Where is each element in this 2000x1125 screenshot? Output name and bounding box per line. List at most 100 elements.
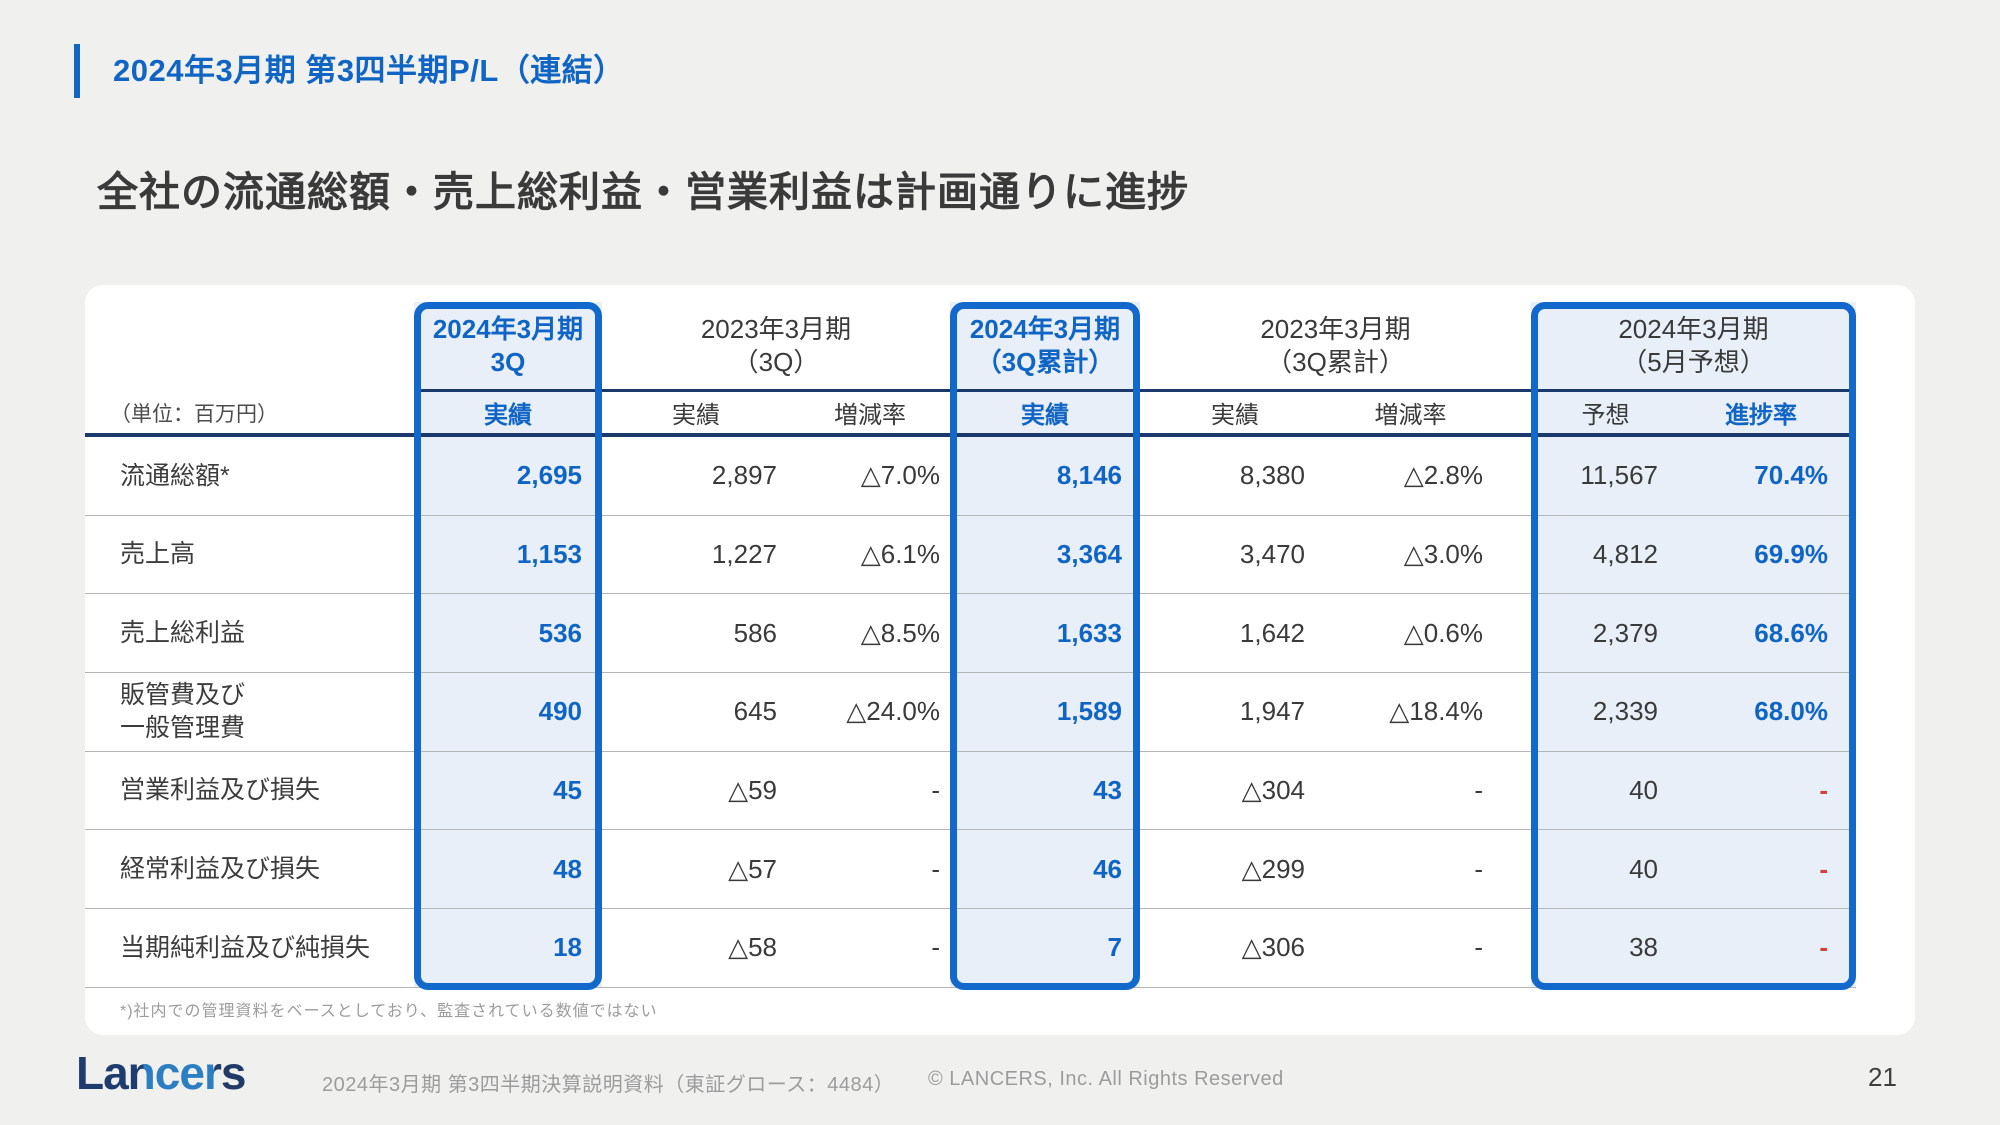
header-period-row: 2024年3月期 3Q 2023年3月期 （3Q） 2024年3月期 （3Q累計… xyxy=(85,302,1915,392)
header-spacer xyxy=(85,302,414,392)
subheader-progress: 進捗率 xyxy=(1706,392,1856,437)
row-label: 販管費及び 一般管理費 xyxy=(85,673,414,752)
col-header-fy2023-cum: 2023年3月期 （3Q累計） xyxy=(1140,302,1531,392)
cell-q3-actual: 536 xyxy=(414,594,602,674)
unit-label: （単位：百万円） xyxy=(85,392,414,437)
cell-progress: 69.9% xyxy=(1706,515,1856,595)
cell-forecast: 11,567 xyxy=(1531,437,1706,516)
cell-py3-rate: △24.0% xyxy=(790,673,950,752)
cell-forecast: 40 xyxy=(1531,830,1706,910)
row-label: 当期純利益及び純損失 xyxy=(85,909,414,988)
cell-pycum-rate: - xyxy=(1330,909,1531,988)
cell-q3-actual: 18 xyxy=(414,909,602,988)
cell-pycum-rate: - xyxy=(1330,830,1531,910)
header-sub-row: （単位：百万円） 実績 実績 増減率 実績 実績 増減率 予想 進捗率 xyxy=(85,392,1915,437)
cell-py3-actual: 1,227 xyxy=(602,516,790,595)
cell-cum-actual: 8,146 xyxy=(950,437,1140,516)
row-label: 売上総利益 xyxy=(85,594,414,674)
table-row: 営業利益及び損失 45 △59 - 43 △304 - 40 - xyxy=(85,751,1915,831)
table-row: 経常利益及び損失 48 △57 - 46 △299 - 40 - xyxy=(85,830,1915,910)
cell-progress: - xyxy=(1706,830,1856,910)
cell-py3-actual: △59 xyxy=(602,752,790,831)
row-right-spacer xyxy=(1856,830,1915,909)
cell-progress: - xyxy=(1706,751,1856,831)
cell-py3-actual: 586 xyxy=(602,594,790,674)
footnote: *)社内での管理資料をベースとしており、監査されている数値ではない xyxy=(120,1003,658,1020)
cell-pycum-actual: 3,470 xyxy=(1140,516,1330,595)
cell-py3-rate: - xyxy=(790,830,950,910)
headline: 全社の流通総額・売上総利益・営業利益は計画通りに進捗 xyxy=(97,169,1189,215)
table-row: 当期純利益及び純損失 18 △58 - 7 △306 - 38 - xyxy=(85,909,1915,988)
col-header-fy2024-3q: 2024年3月期 3Q xyxy=(414,302,602,392)
cell-py3-rate: △7.0% xyxy=(790,437,950,516)
subheader-q3-actual: 実績 xyxy=(414,392,602,437)
row-label: 経常利益及び損失 xyxy=(85,830,414,910)
cell-pycum-rate: △0.6% xyxy=(1330,594,1531,674)
pl-table-card: 2024年3月期 3Q 2023年3月期 （3Q） 2024年3月期 （3Q累計… xyxy=(85,285,1915,1035)
cell-cum-actual: 7 xyxy=(950,909,1140,988)
header-right-spacer xyxy=(1856,392,1915,437)
cell-cum-actual: 3,364 xyxy=(950,515,1140,595)
table-row: 売上高 1,153 1,227 △6.1% 3,364 3,470 △3.0% … xyxy=(85,515,1915,595)
footer-document-title: 2024年3月期 第3四半期決算説明資料（東証グロース：4484） xyxy=(322,1074,895,1096)
row-label: 売上高 xyxy=(85,516,414,595)
page-number: 21 xyxy=(1868,1062,1897,1092)
row-right-spacer xyxy=(1856,673,1915,752)
row-right-spacer xyxy=(1856,516,1915,595)
cell-py3-actual: △58 xyxy=(602,909,790,988)
cell-forecast: 2,379 xyxy=(1531,594,1706,674)
row-right-spacer xyxy=(1856,437,1915,516)
lancers-logo: Lancers xyxy=(76,1047,246,1099)
cell-cum-actual: 43 xyxy=(950,751,1140,831)
cell-py3-rate: - xyxy=(790,752,950,831)
cell-cum-actual: 1,633 xyxy=(950,594,1140,674)
cell-progress: 68.6% xyxy=(1706,594,1856,674)
cell-q3-actual: 45 xyxy=(414,751,602,831)
cell-pycum-actual: △299 xyxy=(1140,830,1330,910)
cell-forecast: 38 xyxy=(1531,909,1706,988)
col-header-fy2024-forecast: 2024年3月期 （5月予想） xyxy=(1531,302,1856,392)
row-label: 流通総額* xyxy=(85,437,414,516)
cell-pycum-actual: △306 xyxy=(1140,909,1330,988)
table-row: 流通総額* 2,695 2,897 △7.0% 8,146 8,380 △2.8… xyxy=(85,437,1915,516)
cell-q3-actual: 2,695 xyxy=(414,437,602,516)
cell-forecast: 40 xyxy=(1531,751,1706,831)
row-right-spacer xyxy=(1856,909,1915,988)
row-label: 営業利益及び損失 xyxy=(85,752,414,831)
header-right-spacer xyxy=(1856,302,1915,392)
cell-pycum-rate: △2.8% xyxy=(1330,437,1531,516)
cell-pycum-actual: 1,947 xyxy=(1140,673,1330,752)
footer-copyright: © LANCERS, Inc. All Rights Reserved xyxy=(928,1068,1284,1090)
title-accent-bar xyxy=(74,44,80,98)
table-row: 売上総利益 536 586 △8.5% 1,633 1,642 △0.6% 2,… xyxy=(85,594,1915,674)
cell-cum-actual: 46 xyxy=(950,830,1140,910)
subheader-py3-rate: 増減率 xyxy=(790,392,950,437)
subheader-pycum-rate: 増減率 xyxy=(1330,392,1531,437)
cell-pycum-rate: - xyxy=(1330,752,1531,831)
cell-forecast: 4,812 xyxy=(1531,515,1706,595)
cell-cum-actual: 1,589 xyxy=(950,673,1140,752)
cell-progress: 68.0% xyxy=(1706,673,1856,752)
cell-py3-rate: △8.5% xyxy=(790,594,950,674)
cell-py3-rate: △6.1% xyxy=(790,516,950,595)
row-right-spacer xyxy=(1856,752,1915,831)
cell-pycum-actual: 8,380 xyxy=(1140,437,1330,516)
subheader-forecast: 予想 xyxy=(1531,392,1706,437)
subheader-pycum-actual: 実績 xyxy=(1140,392,1330,437)
cell-py3-actual: 645 xyxy=(602,673,790,752)
slide-title: 2024年3月期 第3四半期P/L（連結） xyxy=(113,53,625,88)
cell-py3-rate: - xyxy=(790,909,950,988)
col-header-fy2023-3q: 2023年3月期 （3Q） xyxy=(602,302,950,392)
pl-table: 2024年3月期 3Q 2023年3月期 （3Q） 2024年3月期 （3Q累計… xyxy=(85,302,1915,988)
cell-q3-actual: 1,153 xyxy=(414,515,602,595)
cell-pycum-rate: △3.0% xyxy=(1330,516,1531,595)
subheader-py3-actual: 実績 xyxy=(602,392,790,437)
table-row: 販管費及び 一般管理費 490 645 △24.0% 1,589 1,947 △… xyxy=(85,673,1915,752)
cell-progress: - xyxy=(1706,909,1856,988)
cell-q3-actual: 48 xyxy=(414,830,602,910)
cell-progress: 70.4% xyxy=(1706,437,1856,516)
cell-pycum-rate: △18.4% xyxy=(1330,673,1531,752)
cell-py3-actual: 2,897 xyxy=(602,437,790,516)
cell-py3-actual: △57 xyxy=(602,830,790,910)
subheader-cum-actual: 実績 xyxy=(950,392,1140,437)
